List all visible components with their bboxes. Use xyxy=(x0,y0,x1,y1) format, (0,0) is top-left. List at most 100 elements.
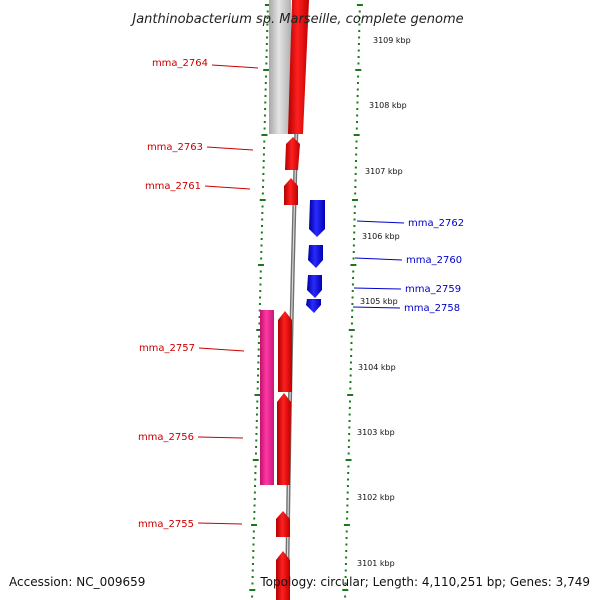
tick-mark xyxy=(355,69,362,71)
tick-mark xyxy=(347,452,350,455)
tick-mark xyxy=(251,569,254,572)
gene-mma_2760[interactable] xyxy=(308,245,323,268)
tick-mark xyxy=(261,218,264,221)
gene-label-mma_2763[interactable]: mma_2763 xyxy=(147,142,203,153)
tick-mark xyxy=(257,342,260,344)
scale-label: 3102 kbp xyxy=(357,493,395,502)
tick-column-left xyxy=(249,4,271,598)
tick-mark xyxy=(252,550,255,552)
tick-mark xyxy=(351,283,354,286)
tick-mark xyxy=(347,465,350,468)
forward-gene-labels: mma_2764 mma_2763 mma_2761 mma_2757 mma_… xyxy=(138,58,259,530)
tick-mark xyxy=(356,114,359,117)
gene-label-mma_2759[interactable]: mma_2759 xyxy=(405,284,461,295)
gene-mma_2758[interactable] xyxy=(306,299,321,313)
tick-mark xyxy=(351,303,354,305)
gene-label-mma_2758[interactable]: mma_2758 xyxy=(404,303,460,314)
tick-mark xyxy=(258,303,261,305)
tick-mark xyxy=(263,140,266,143)
gene-mma_2757[interactable] xyxy=(278,311,292,392)
gene-mma_2756[interactable] xyxy=(277,393,291,485)
tick-mark xyxy=(256,329,263,331)
tick-mark xyxy=(355,160,357,162)
gene-label-mma_2764[interactable]: mma_2764 xyxy=(152,58,208,69)
gene-mma_2762[interactable] xyxy=(309,200,325,237)
tick-mark xyxy=(262,160,265,162)
tick-mark xyxy=(348,439,351,442)
tick-mark xyxy=(260,257,263,260)
tick-mark xyxy=(347,478,350,481)
tick-mark xyxy=(259,199,266,201)
tick-mark xyxy=(252,556,255,559)
tick-mark xyxy=(253,511,256,513)
tick-mark xyxy=(358,30,361,32)
tick-mark xyxy=(253,517,256,520)
tick-mark xyxy=(259,296,262,299)
tick-mark xyxy=(344,576,347,578)
gene-label-mma_2761[interactable]: mma_2761 xyxy=(145,181,201,192)
tick-mark xyxy=(357,56,360,58)
tick-mark xyxy=(353,212,356,214)
tick-mark xyxy=(351,309,354,312)
tick-mark xyxy=(350,322,353,325)
tick-mark xyxy=(252,543,255,546)
tick-mark xyxy=(260,251,263,253)
tick-mark xyxy=(349,361,352,364)
tick-mark xyxy=(255,439,258,442)
tick-mark xyxy=(349,381,352,383)
tick-mark xyxy=(258,322,261,325)
tick-mark xyxy=(254,452,257,455)
tick-mark xyxy=(266,36,269,39)
tick-mark xyxy=(353,134,360,136)
tick-mark xyxy=(251,576,254,578)
tick-mark xyxy=(255,433,258,435)
gene-mma_2755[interactable] xyxy=(276,511,290,537)
gene-mma_2759[interactable] xyxy=(307,275,322,298)
tick-mark xyxy=(255,426,258,429)
gene-label-mma_2755[interactable]: mma_2755 xyxy=(138,519,194,530)
gene-mma_2761[interactable] xyxy=(284,178,298,205)
tick-mark xyxy=(354,166,357,169)
tick-mark xyxy=(354,186,357,188)
tick-mark xyxy=(249,589,256,591)
tick-mark xyxy=(343,524,350,526)
tick-mark xyxy=(348,433,351,435)
tick-mark xyxy=(358,17,361,19)
tick-mark xyxy=(258,335,261,338)
tick-mark xyxy=(254,394,261,396)
tick-mark xyxy=(346,504,349,507)
gene-label-mma_2762[interactable]: mma_2762 xyxy=(408,218,464,229)
tick-mark xyxy=(263,69,270,71)
tick-mark xyxy=(258,316,261,318)
tick-mark xyxy=(345,537,348,539)
tick-mark xyxy=(348,407,351,409)
tick-mark xyxy=(355,121,358,123)
tick-mark xyxy=(353,218,356,221)
tick-mark xyxy=(256,381,259,383)
gene-mma_2763[interactable] xyxy=(285,137,300,170)
tick-mark xyxy=(255,413,258,416)
scale-label: 3109 kbp xyxy=(373,36,411,45)
gene-label-mma_2760[interactable]: mma_2760 xyxy=(406,255,462,266)
tick-mark xyxy=(254,472,257,474)
gene-label-mma_2757[interactable]: mma_2757 xyxy=(139,343,195,354)
tick-mark xyxy=(346,511,349,513)
scale-label: 3104 kbp xyxy=(358,363,396,372)
gene-label-mma_2756[interactable]: mma_2756 xyxy=(138,432,194,443)
tick-mark xyxy=(251,524,258,526)
pink-feature xyxy=(260,310,274,485)
tick-mark xyxy=(355,153,358,156)
tick-mark xyxy=(264,75,267,78)
tick-mark xyxy=(350,264,357,266)
tick-mark xyxy=(357,75,360,78)
tick-mark xyxy=(264,108,267,110)
tick-mark xyxy=(266,23,269,26)
scale-label: 3105 kbp xyxy=(360,297,398,306)
tick-mark xyxy=(257,264,264,266)
tick-mark xyxy=(347,394,354,396)
gene-mma_2764[interactable] xyxy=(288,0,309,134)
tick-mark xyxy=(348,329,355,331)
tick-mark xyxy=(353,205,356,208)
tick-mark xyxy=(347,446,350,448)
tick-mark xyxy=(265,56,268,58)
